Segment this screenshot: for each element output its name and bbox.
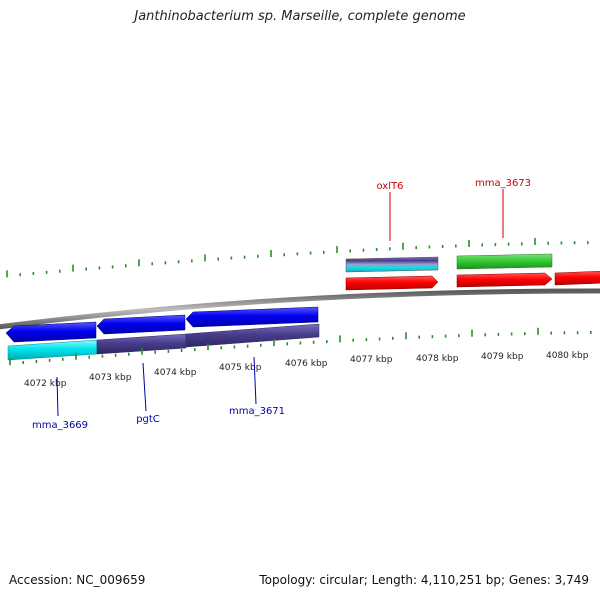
gene-labels: oxlT6 mma_3673 mma_3669 pgtC mma_3671 — [32, 178, 531, 431]
kbp-label: 4078 kbp — [416, 354, 459, 364]
feature-mma-3669-cyan[interactable] — [7, 339, 98, 361]
kbp-label: 4077 kbp — [350, 355, 393, 365]
gene-mma-3669-arrow[interactable] — [5, 321, 97, 343]
gene-pgtC-arrow[interactable] — [96, 314, 186, 335]
gene-label-mma-3673[interactable]: mma_3673 — [475, 178, 531, 189]
gene-oxlT6-arrow[interactable] — [345, 275, 439, 291]
callout-line-pgtC — [142, 362, 147, 412]
callout-line-mma-3671 — [253, 356, 257, 405]
reverse-tick-marks — [9, 327, 592, 366]
gene-callouts — [56, 189, 504, 417]
genome-summary-text: Topology: circular; Length: 4,110,251 bp… — [259, 573, 589, 587]
gene-label-oxlT6[interactable]: oxlT6 — [377, 181, 404, 192]
gene-label-mma-3671[interactable]: mma_3671 — [229, 406, 285, 417]
gene-mma-3673-arrow[interactable] — [456, 272, 553, 288]
forward-tick-marks — [6, 238, 589, 278]
kbp-label: 4074 kbp — [154, 368, 197, 378]
kbp-label: 4076 kbp — [285, 359, 328, 369]
callout-line-mma-3669 — [56, 376, 59, 417]
kbp-scale: 4072 kbp 4073 kbp 4074 kbp 4075 kbp 4076… — [24, 351, 589, 389]
forward-features — [345, 253, 600, 291]
kbp-label: 4079 kbp — [481, 352, 524, 362]
gene-label-mma-3669[interactable]: mma_3669 — [32, 420, 88, 431]
kbp-label: 4075 kbp — [219, 363, 262, 373]
feature-oxlT6-strip[interactable] — [345, 256, 439, 273]
kbp-label: 4073 kbp — [89, 373, 132, 383]
feature-pgtC-slate[interactable] — [96, 333, 187, 355]
accession-text: Accession: NC_009659 — [9, 573, 146, 587]
feature-mma-3671-slate[interactable] — [185, 323, 320, 348]
kbp-label: 4072 kbp — [24, 379, 67, 389]
genome-backbone — [0, 288, 600, 330]
kbp-label: 4080 kbp — [546, 351, 589, 361]
gene-label-pgtC[interactable]: pgtC — [136, 414, 160, 425]
cds-mma-3673[interactable] — [456, 253, 553, 270]
gene-mma-3671-arrow[interactable] — [185, 306, 319, 328]
reverse-features — [5, 306, 320, 361]
gene-next-arrow[interactable] — [554, 270, 600, 286]
map-title: Janthinobacterium sp. Marseille, complet… — [134, 9, 466, 24]
